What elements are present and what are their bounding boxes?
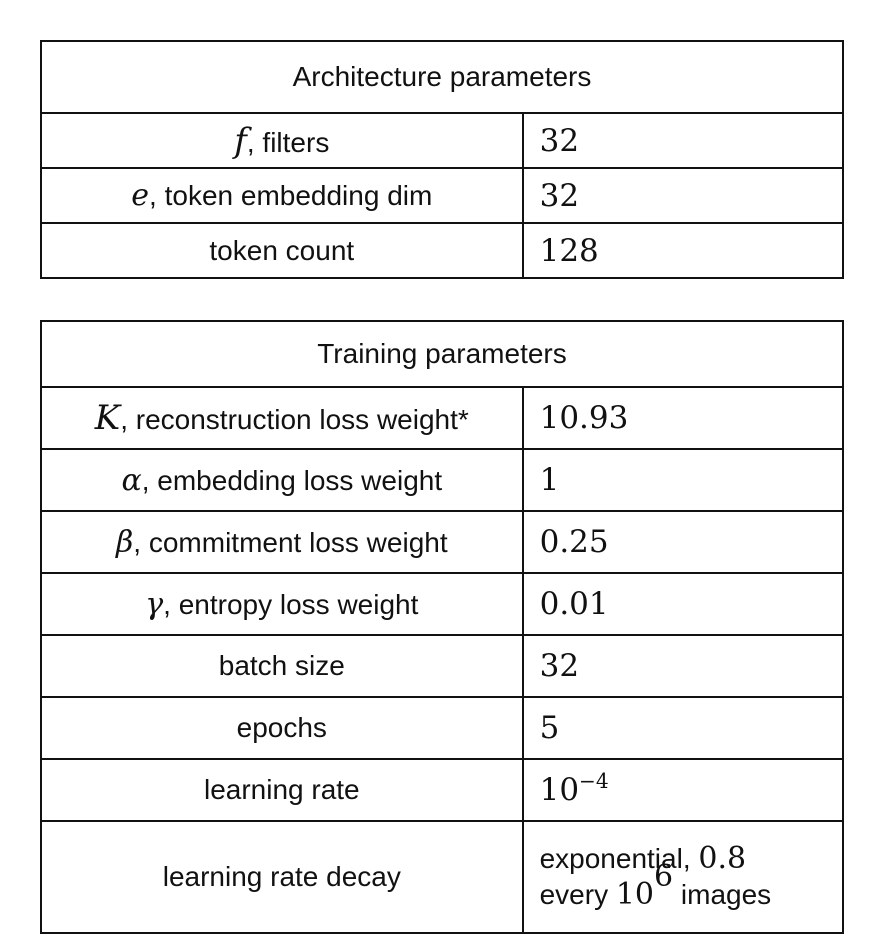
- param-label: , entropy loss weight: [163, 588, 419, 620]
- param-label: learning rate: [203, 774, 360, 805]
- architecture-parameters-table: Architecture parameters f, filters 32 e,…: [40, 40, 845, 279]
- table-row: learning rate 10−4: [40, 758, 845, 822]
- value-number: 0.8: [698, 841, 747, 876]
- value-text: exponential,: [539, 843, 699, 874]
- param-symbol: f: [234, 120, 247, 161]
- training-parameters-table: Training parameters K, reconstruction lo…: [40, 320, 845, 934]
- param-label: , filters: [246, 126, 330, 158]
- param-symbol: γ: [145, 586, 164, 622]
- value-cell: 32: [521, 112, 845, 169]
- param-cell: β, commitment loss weight: [40, 510, 524, 574]
- value-cell: 32: [521, 634, 845, 698]
- table-header-row: Training parameters: [40, 320, 844, 388]
- param-symbol: e: [131, 178, 150, 213]
- param-cell: token count: [40, 222, 524, 279]
- value-cell: 32: [521, 167, 845, 224]
- table-row: e, token embedding dim 32: [40, 167, 845, 224]
- value-exponent: 6: [654, 858, 674, 894]
- table-row: token count 128: [40, 222, 845, 279]
- param-cell: α, embedding loss weight: [40, 448, 524, 512]
- table-title: Training parameters: [40, 320, 844, 388]
- table-row: learning rate decay exponential, 0.8 eve…: [40, 820, 845, 934]
- param-symbol: K: [94, 398, 121, 438]
- value-text: every: [539, 878, 616, 910]
- value-text: images: [673, 878, 772, 910]
- param-cell: learning rate: [40, 758, 524, 822]
- param-label: , reconstruction loss weight*: [120, 404, 469, 435]
- param-label: , token embedding dim: [149, 180, 433, 211]
- table-row: α, embedding loss weight 1: [40, 448, 845, 512]
- value-cell: 10.93: [521, 386, 845, 450]
- value-base: 10: [539, 772, 580, 808]
- value-base: 10: [615, 876, 655, 912]
- table-row: epochs 5: [40, 696, 845, 760]
- param-label: token count: [209, 234, 355, 266]
- param-cell: f, filters: [40, 112, 524, 169]
- param-symbol: α: [121, 462, 142, 498]
- value-exponent: −4: [579, 768, 609, 793]
- value-cell: exponential, 0.8 every 106 images: [521, 820, 845, 934]
- param-label: epochs: [236, 712, 327, 743]
- param-label: batch size: [218, 650, 345, 681]
- table-row: f, filters 32: [40, 112, 845, 169]
- param-cell: K, reconstruction loss weight*: [40, 386, 524, 450]
- table-row: K, reconstruction loss weight* 10.93: [40, 386, 845, 450]
- table-row: β, commitment loss weight 0.25: [40, 510, 845, 574]
- value-cell: 5: [521, 696, 845, 760]
- param-label: , commitment loss weight: [133, 526, 448, 558]
- param-symbol: β: [115, 524, 134, 560]
- value-cell: 0.01: [521, 572, 845, 636]
- param-label: , embedding loss weight: [141, 464, 443, 496]
- value-cell: 10−4: [521, 758, 845, 822]
- table-title: Architecture parameters: [40, 40, 844, 114]
- param-cell: epochs: [40, 696, 524, 760]
- param-cell: batch size: [40, 634, 524, 698]
- value-cell: 128: [521, 222, 845, 279]
- value-line-1: exponential, 0.8: [539, 841, 842, 877]
- table-header-row: Architecture parameters: [40, 40, 844, 114]
- table-row: γ, entropy loss weight 0.01: [40, 572, 845, 636]
- param-cell: learning rate decay: [40, 820, 524, 934]
- param-cell: e, token embedding dim: [40, 167, 524, 224]
- value-cell: 1: [521, 448, 845, 512]
- param-label: learning rate decay: [162, 861, 401, 892]
- value-cell: 0.25: [521, 510, 845, 574]
- table-row: batch size 32: [40, 634, 845, 698]
- value-line-2: every 106 images: [539, 861, 842, 913]
- param-cell: γ, entropy loss weight: [40, 572, 524, 636]
